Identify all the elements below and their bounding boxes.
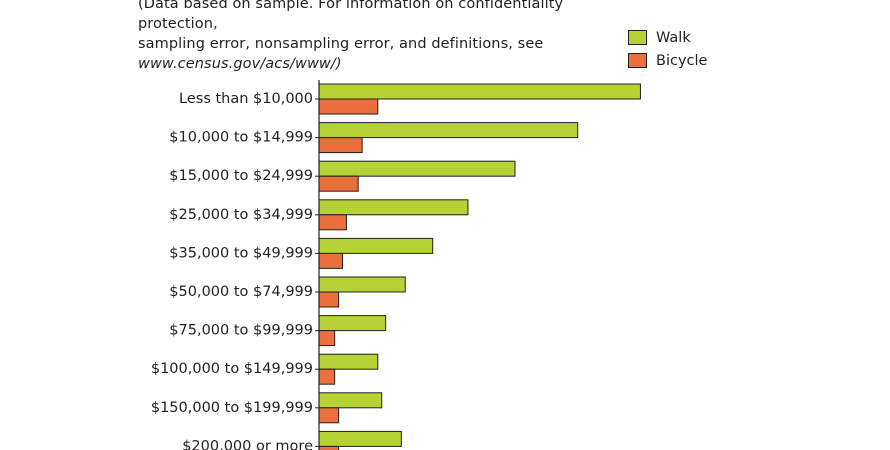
note-url: www.census.gov/acs/www/): [138, 56, 342, 72]
legend-item-walk: Walk: [628, 26, 707, 49]
bar-bicycle: [318, 330, 336, 347]
category-label: $100,000 to $149,999: [151, 361, 313, 377]
bar-walk: [318, 353, 379, 370]
category-label: $150,000 to $199,999: [151, 400, 313, 416]
category-label: $75,000 to $99,999: [169, 323, 313, 339]
bar-bicycle: [318, 291, 340, 308]
bar-walk: [318, 430, 402, 447]
bar-walk: [318, 199, 469, 216]
bar-bicycle: [318, 175, 359, 192]
bar-bicycle: [318, 214, 347, 231]
category-group: $75,000 to $99,999: [169, 315, 387, 347]
category-label: $50,000 to $74,999: [169, 284, 313, 300]
bar-walk: [318, 160, 516, 177]
legend-swatch-walk: [628, 30, 647, 45]
category-group: $25,000 to $34,999: [169, 199, 469, 231]
note-line-1: (Data based on sample. For information o…: [138, 0, 564, 32]
bar-walk: [318, 276, 406, 293]
legend: Walk Bicycle: [628, 26, 707, 72]
bar-bicycle: [318, 137, 363, 154]
category-label: Less than $10,000: [179, 91, 313, 107]
chart-note: (Data based on sample. For information o…: [138, 0, 608, 74]
category-label: $25,000 to $34,999: [169, 207, 313, 223]
bar-walk: [318, 122, 579, 139]
note-line-2: sampling error, nonsampling error, and d…: [138, 36, 544, 52]
category-label: $10,000 to $14,999: [169, 130, 313, 146]
legend-label-walk: Walk: [656, 29, 691, 46]
bar-walk: [318, 237, 434, 254]
bar-bicycle: [318, 445, 340, 450]
category-group: $200,000 or more: [182, 430, 402, 450]
category-label: $35,000 to $49,999: [169, 245, 313, 261]
category-group: $15,000 to $24,999: [169, 160, 516, 192]
category-group: Less than $10,000: [179, 83, 641, 115]
bar-bicycle: [318, 98, 379, 115]
category-group: $35,000 to $49,999: [169, 237, 434, 269]
category-group: $10,000 to $14,999: [169, 122, 579, 154]
category-label: $200,000 or more: [182, 438, 313, 450]
category-group: $150,000 to $199,999: [151, 392, 383, 424]
legend-swatch-bicycle: [628, 53, 647, 68]
category-label: $15,000 to $24,999: [169, 168, 313, 184]
bar-walk: [318, 83, 641, 100]
bar-walk: [318, 392, 383, 409]
bar-bicycle: [318, 368, 336, 385]
bar-walk: [318, 315, 387, 332]
bar-bicycle: [318, 252, 344, 269]
legend-item-bicycle: Bicycle: [628, 49, 707, 72]
category-group: $100,000 to $149,999: [151, 353, 379, 385]
legend-label-bicycle: Bicycle: [656, 52, 708, 69]
category-group: $50,000 to $74,999: [169, 276, 406, 308]
bar-bicycle: [318, 407, 340, 424]
